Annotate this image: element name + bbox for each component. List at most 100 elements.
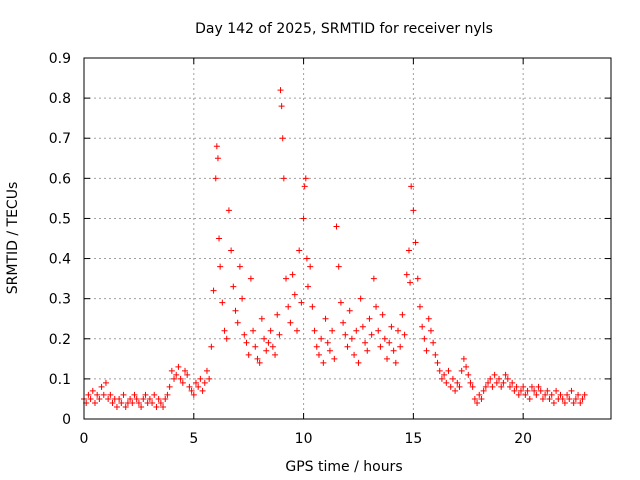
data-point — [168, 367, 175, 374]
data-point — [279, 135, 286, 142]
data-point — [254, 355, 261, 362]
data-point — [419, 323, 426, 330]
data-point — [377, 343, 384, 350]
data-point — [533, 391, 540, 398]
data-point — [539, 395, 546, 402]
data-point — [102, 379, 109, 386]
data-point — [113, 403, 120, 410]
data-point — [206, 375, 213, 382]
axis-ticks — [83, 57, 611, 420]
x-tick-label: 15 — [404, 431, 422, 447]
data-point — [162, 395, 169, 402]
data-point — [245, 351, 252, 358]
data-point — [239, 295, 246, 302]
data-point — [502, 371, 509, 378]
data-point — [392, 359, 399, 366]
data-point — [303, 255, 310, 262]
data-point — [230, 283, 237, 290]
data-point — [458, 367, 465, 374]
data-point — [478, 395, 485, 402]
data-points — [81, 87, 588, 410]
data-point — [388, 323, 395, 330]
data-point — [127, 395, 134, 402]
data-point — [217, 263, 224, 270]
data-point — [234, 319, 241, 326]
data-point — [399, 311, 406, 318]
y-tick-label: 0.8 — [49, 91, 71, 107]
data-point — [313, 343, 320, 350]
data-point — [407, 279, 414, 286]
data-point — [331, 355, 338, 362]
data-point — [432, 351, 439, 358]
data-point — [272, 351, 279, 358]
data-point — [197, 375, 204, 382]
data-point — [559, 395, 566, 402]
data-point — [471, 395, 478, 402]
data-point — [94, 391, 101, 398]
data-point — [278, 103, 285, 110]
data-point — [423, 347, 430, 354]
y-axis-title: SRMTID / TECUs — [5, 182, 21, 295]
data-point — [250, 327, 257, 334]
data-point — [293, 327, 300, 334]
data-point — [100, 391, 107, 398]
data-point — [515, 391, 522, 398]
data-point — [324, 339, 331, 346]
plot-frame — [83, 57, 612, 420]
data-point — [166, 383, 173, 390]
data-point — [140, 395, 147, 402]
data-point — [296, 247, 303, 254]
data-point — [265, 339, 272, 346]
data-point — [326, 347, 333, 354]
data-point — [315, 351, 322, 358]
data-point — [414, 275, 421, 282]
data-point — [373, 303, 380, 310]
data-point — [445, 367, 452, 374]
data-point — [276, 331, 283, 338]
data-point — [263, 347, 270, 354]
data-point — [122, 403, 129, 410]
data-point — [528, 383, 535, 390]
data-point — [441, 371, 448, 378]
data-point — [208, 343, 215, 350]
data-point — [447, 383, 454, 390]
data-point — [568, 387, 575, 394]
data-point — [221, 327, 228, 334]
data-point — [190, 391, 197, 398]
y-tick-label: 0.9 — [49, 51, 71, 67]
data-point — [304, 283, 311, 290]
data-point — [460, 355, 467, 362]
data-point — [173, 371, 180, 378]
data-point — [467, 379, 474, 386]
data-point — [344, 343, 351, 350]
x-tick-label: 0 — [80, 431, 89, 447]
y-tick-label: 0 — [62, 412, 71, 428]
data-point — [138, 403, 145, 410]
data-point — [570, 399, 577, 406]
data-point — [548, 391, 555, 398]
data-point — [526, 395, 533, 402]
data-point — [469, 383, 476, 390]
data-point — [410, 207, 417, 214]
data-point — [277, 87, 284, 94]
data-point — [425, 315, 432, 322]
y-tick-label: 0.3 — [49, 292, 71, 308]
x-tick-labels: 0 5 10 15 20 — [80, 431, 533, 447]
data-point — [236, 263, 243, 270]
data-point — [146, 395, 153, 402]
data-point — [210, 287, 217, 294]
data-point — [485, 379, 492, 386]
data-point — [267, 327, 274, 334]
data-point — [482, 383, 489, 390]
data-point — [223, 335, 230, 342]
data-point — [199, 387, 206, 394]
data-point — [362, 339, 369, 346]
data-point — [546, 395, 553, 402]
data-point — [298, 299, 305, 306]
data-point — [289, 271, 296, 278]
data-point — [216, 235, 223, 242]
data-point — [160, 403, 167, 410]
data-point — [329, 327, 336, 334]
data-point — [364, 347, 371, 354]
